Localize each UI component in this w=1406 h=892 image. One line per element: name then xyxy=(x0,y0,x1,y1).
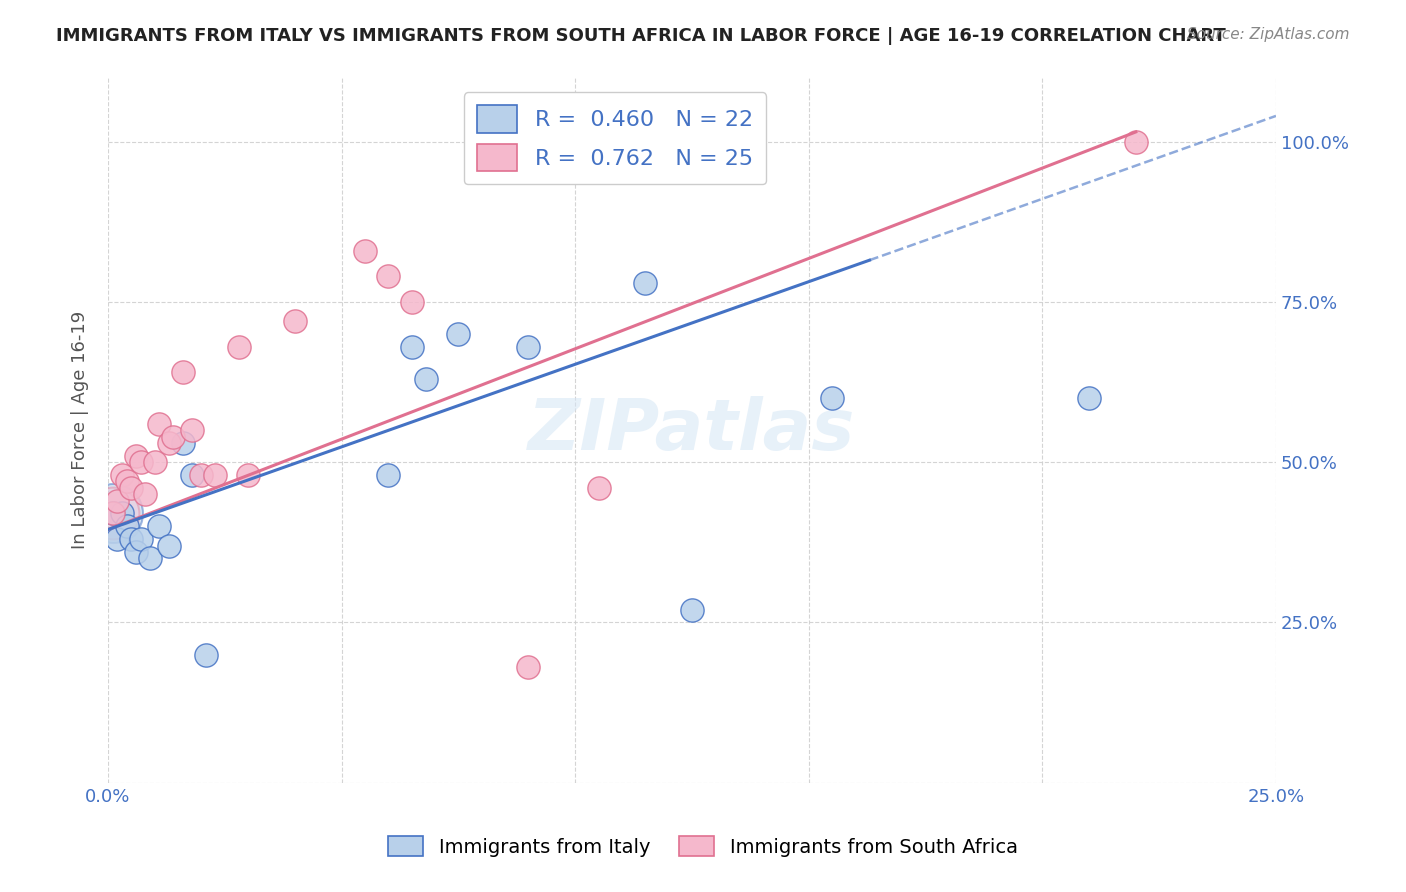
Point xyxy=(111,468,134,483)
Point xyxy=(447,326,470,341)
Point xyxy=(228,340,250,354)
Point xyxy=(172,365,194,379)
Point xyxy=(120,532,142,546)
Point xyxy=(190,468,212,483)
Point xyxy=(101,507,124,521)
Point xyxy=(681,602,703,616)
Point xyxy=(139,551,162,566)
Point xyxy=(115,475,138,489)
Point xyxy=(101,507,124,521)
Text: ZIPatlas: ZIPatlas xyxy=(529,396,856,465)
Point xyxy=(821,391,844,405)
Point xyxy=(101,507,124,521)
Point xyxy=(284,314,307,328)
Point xyxy=(1078,391,1101,405)
Point xyxy=(354,244,377,258)
Point xyxy=(1125,135,1147,149)
Point xyxy=(157,539,180,553)
Point xyxy=(115,519,138,533)
Point xyxy=(148,519,170,533)
Point xyxy=(101,507,124,521)
Point xyxy=(377,269,399,284)
Point xyxy=(105,493,128,508)
Point xyxy=(204,468,226,483)
Point xyxy=(134,487,156,501)
Point xyxy=(129,455,152,469)
Point xyxy=(148,417,170,431)
Point xyxy=(195,648,218,662)
Point xyxy=(162,429,184,443)
Point xyxy=(111,507,134,521)
Legend: Immigrants from Italy, Immigrants from South Africa: Immigrants from Italy, Immigrants from S… xyxy=(381,829,1025,864)
Point xyxy=(143,455,166,469)
Point xyxy=(517,660,540,674)
Point xyxy=(120,481,142,495)
Point xyxy=(172,436,194,450)
Legend: R =  0.460   N = 22, R =  0.762   N = 25: R = 0.460 N = 22, R = 0.762 N = 25 xyxy=(464,92,766,184)
Point xyxy=(517,340,540,354)
Point xyxy=(236,468,259,483)
Text: IMMIGRANTS FROM ITALY VS IMMIGRANTS FROM SOUTH AFRICA IN LABOR FORCE | AGE 16-19: IMMIGRANTS FROM ITALY VS IMMIGRANTS FROM… xyxy=(56,27,1226,45)
Point xyxy=(129,532,152,546)
Point xyxy=(634,276,657,290)
Point xyxy=(401,340,423,354)
Point xyxy=(181,423,204,437)
Point xyxy=(105,532,128,546)
Point xyxy=(125,545,148,559)
Point xyxy=(401,294,423,309)
Point xyxy=(125,449,148,463)
Point xyxy=(181,468,204,483)
Point xyxy=(588,481,610,495)
Point xyxy=(157,436,180,450)
Text: Source: ZipAtlas.com: Source: ZipAtlas.com xyxy=(1187,27,1350,42)
Y-axis label: In Labor Force | Age 16-19: In Labor Force | Age 16-19 xyxy=(72,311,89,549)
Point xyxy=(415,372,437,386)
Point xyxy=(377,468,399,483)
